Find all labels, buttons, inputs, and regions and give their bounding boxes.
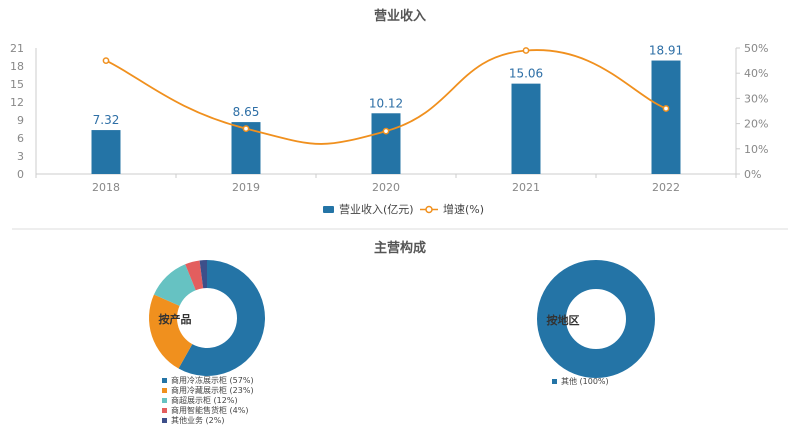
y2-tick-label: 30%: [744, 92, 768, 105]
pie-legend-item[interactable]: 商用冷藏展示柜 (23%): [171, 385, 254, 395]
legend-swatch: [552, 379, 557, 384]
bar-data-label: 10.12: [369, 96, 403, 110]
legend-swatch: [162, 398, 167, 403]
x-tick-label: 2019: [232, 181, 260, 194]
y2-tick-label: 20%: [744, 118, 768, 131]
legend-item-growth[interactable]: 增速(%): [443, 202, 484, 216]
line-point[interactable]: [242, 125, 250, 132]
bar-data-label: 18.91: [649, 44, 683, 58]
x-axis: 2018 2019 2020 2021 2022: [35, 173, 737, 194]
donut-slice[interactable]: [148, 294, 193, 369]
x-tick-label: 2022: [652, 181, 680, 194]
legend-swatch: [162, 418, 167, 423]
growth-line-series: [102, 47, 670, 145]
bar[interactable]: [511, 83, 541, 174]
x-tick-label: 2020: [372, 181, 400, 194]
legend-swatch: [162, 378, 167, 383]
y2-tick-label: 10%: [744, 143, 768, 156]
bar-data-label: 15.06: [509, 67, 543, 81]
donut-slice[interactable]: [537, 260, 655, 378]
line-point[interactable]: [382, 127, 390, 135]
legend-swatch: [162, 408, 167, 413]
y-axis-left: 0 3 6 9 12 15 18 21: [10, 42, 37, 181]
chart-title: 营业收入: [374, 8, 426, 24]
donut-center-label-region: 按地区: [547, 313, 580, 327]
bar-data-label: 8.65: [233, 105, 260, 119]
y-tick-label: 0: [17, 168, 24, 181]
pie-legend-item[interactable]: 商用冷冻展示柜 (57%): [171, 375, 254, 385]
y-tick-label: 12: [10, 96, 24, 109]
donut-by-region: [537, 260, 655, 378]
line-point[interactable]: [102, 57, 110, 64]
legend-swatch: [162, 388, 167, 393]
y-tick-label: 21: [10, 42, 24, 55]
y-tick-label: 9: [17, 114, 24, 127]
donut-region-legend: 其他 (100%): [552, 376, 609, 386]
y-tick-label: 15: [10, 78, 24, 91]
legend-line-marker: [425, 205, 433, 214]
line-point[interactable]: [662, 105, 670, 112]
y-tick-label: 18: [10, 60, 24, 73]
bar[interactable]: [651, 60, 681, 174]
donut-slice[interactable]: [153, 264, 196, 306]
legend-bar-swatch: [323, 206, 334, 213]
y2-tick-label: 40%: [744, 67, 768, 80]
bar-data-labels: 7.32 8.65 10.12 15.06 18.91: [93, 44, 684, 128]
pie-legend-item[interactable]: 商超展示柜 (12%): [171, 395, 238, 405]
donut-slice[interactable]: [178, 260, 265, 376]
bar[interactable]: [371, 113, 401, 174]
x-tick-label: 2021: [512, 181, 540, 194]
chart-legend[interactable]: 营业收入(亿元) 增速(%): [323, 202, 484, 216]
bar-data-label: 7.32: [93, 113, 120, 127]
pie-legend-item[interactable]: 其他业务 (2%): [171, 415, 224, 425]
pie-legend-item[interactable]: 其他 (100%): [561, 376, 609, 386]
x-tick-label: 2018: [92, 181, 120, 194]
y-tick-label: 3: [17, 150, 24, 163]
y-tick-label: 6: [17, 132, 24, 145]
donut-slice[interactable]: [185, 260, 204, 291]
donut-product-legend: 商用冷冻展示柜 (57%)商用冷藏展示柜 (23%)商超展示柜 (12%)商用智…: [162, 375, 254, 425]
pie-legend-item[interactable]: 商用智能售货柜 (4%): [171, 405, 248, 415]
y2-tick-label: 0%: [744, 168, 761, 181]
line-point[interactable]: [522, 47, 530, 54]
donut-slice[interactable]: [199, 260, 207, 289]
bar[interactable]: [91, 130, 121, 174]
y-axis-right: 0% 10% 20% 30% 40% 50%: [735, 42, 768, 181]
donut-center-label-product: 按产品: [159, 312, 192, 326]
y2-tick-label: 50%: [744, 42, 768, 55]
legend-item-revenue[interactable]: 营业收入(亿元): [339, 202, 414, 216]
section-title: 主营构成: [374, 240, 426, 256]
bar-series: [91, 60, 681, 174]
donut-by-product: [148, 260, 265, 376]
